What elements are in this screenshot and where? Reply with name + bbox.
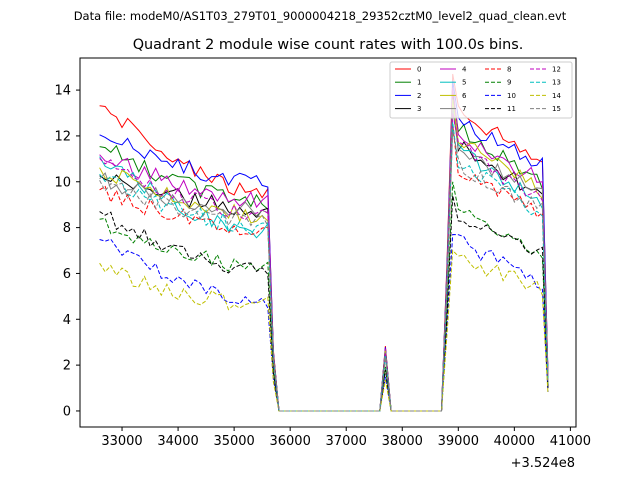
series-line-14 xyxy=(99,249,549,412)
legend-label-4: 4 xyxy=(462,66,467,74)
legend-label-6: 6 xyxy=(462,92,467,100)
series-line-5 xyxy=(99,101,549,412)
series-line-8 xyxy=(99,124,549,412)
x-axis-offset-label: +3.524e8 xyxy=(511,456,575,471)
chart-suptitle: Data file: modeM0/AS1T03_279T01_90000042… xyxy=(74,9,567,23)
y-tick-label: 8 xyxy=(63,221,71,236)
legend-label-12: 12 xyxy=(552,66,561,74)
legend-label-11: 11 xyxy=(507,105,516,113)
series-line-13 xyxy=(99,122,549,412)
y-tick-label: 2 xyxy=(63,359,71,374)
legend-label-3: 3 xyxy=(417,105,421,113)
series-line-4 xyxy=(99,87,549,412)
plot-area xyxy=(79,57,577,428)
legend-label-0: 0 xyxy=(417,66,421,74)
series-line-2 xyxy=(99,80,549,412)
legend-label-7: 7 xyxy=(462,105,466,113)
series-line-6 xyxy=(99,99,549,412)
legend-label-8: 8 xyxy=(507,66,511,74)
y-tick-label: 0 xyxy=(63,404,71,419)
series-line-1 xyxy=(99,90,549,412)
x-tick-label: 41000 xyxy=(550,434,591,449)
series-line-7 xyxy=(99,108,549,412)
legend-label-14: 14 xyxy=(552,92,561,100)
x-tick-label: 33000 xyxy=(101,434,142,449)
legend-label-2: 2 xyxy=(417,92,421,100)
y-tick-label: 14 xyxy=(54,84,71,99)
y-tick-label: 10 xyxy=(54,175,71,190)
legend-label-10: 10 xyxy=(507,92,516,100)
chart-title: Quadrant 2 module wise count rates with … xyxy=(133,37,524,53)
y-tick-label: 4 xyxy=(63,313,71,328)
legend-box xyxy=(389,61,573,119)
series-line-15 xyxy=(99,131,549,412)
x-tick-label: 36000 xyxy=(269,434,310,449)
y-tick-label: 12 xyxy=(54,129,71,144)
x-axis: 33000 34000 35000 36000 37000 38000 39000 40000… xyxy=(101,427,591,449)
x-tick-label: 39000 xyxy=(438,434,479,449)
legend-label-1: 1 xyxy=(417,79,421,87)
legend-label-13: 13 xyxy=(552,79,561,87)
plot-frame xyxy=(79,57,577,428)
legend-label-9: 9 xyxy=(507,79,511,87)
series-line-0 xyxy=(99,73,549,412)
x-tick-label: 37000 xyxy=(326,434,367,449)
series-layer xyxy=(99,73,549,412)
series-line-12 xyxy=(99,112,549,412)
legend-label-5: 5 xyxy=(462,79,466,87)
series-line-10 xyxy=(99,233,549,412)
series-line-9 xyxy=(99,181,549,412)
x-tick-label: 40000 xyxy=(494,434,535,449)
series-line-11 xyxy=(99,195,549,412)
y-tick-label: 6 xyxy=(63,267,71,282)
x-tick-label: 34000 xyxy=(157,434,198,449)
x-tick-label: 35000 xyxy=(213,434,254,449)
legend-label-15: 15 xyxy=(552,105,561,113)
y-axis: 0 2 4 6 8 10 12 14 xyxy=(54,84,80,419)
x-tick-label: 38000 xyxy=(382,434,423,449)
